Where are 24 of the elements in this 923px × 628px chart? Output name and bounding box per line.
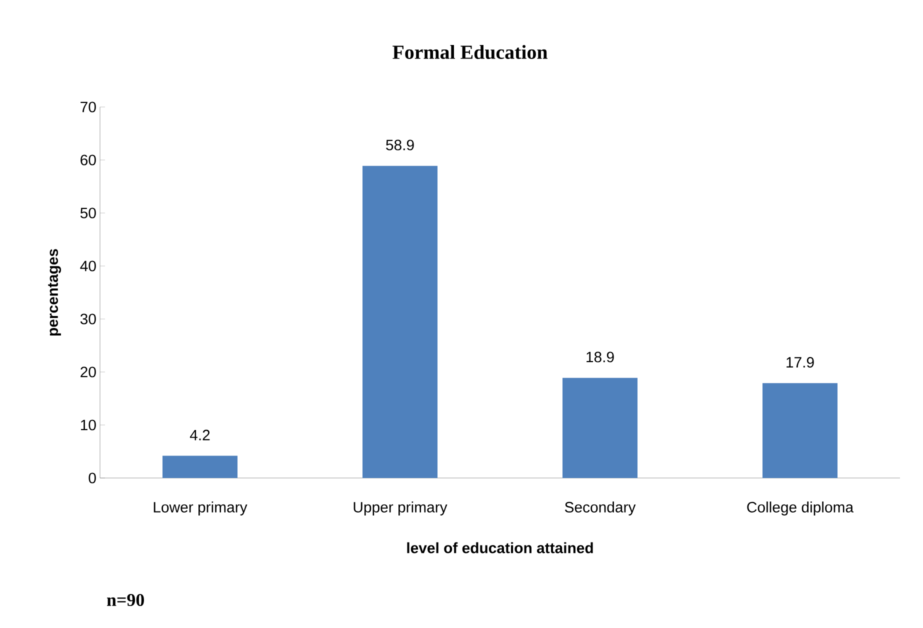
x-tick-label: Upper primary — [354, 502, 448, 516]
x-tick-label: College diploma — [747, 502, 854, 516]
y-tick-label: 10 — [81, 420, 96, 430]
y-tick-label: 40 — [80, 260, 96, 272]
bar — [562, 378, 638, 478]
bar — [762, 383, 838, 478]
data-label: 58.9 — [386, 140, 414, 150]
y-tick-label: 20 — [80, 366, 96, 378]
x-tick-label: Secondary — [564, 502, 636, 516]
y-tick-label: 30 — [80, 314, 96, 324]
data-label: 4.2 — [190, 430, 210, 440]
text: n=90 — [107, 594, 144, 606]
bar — [162, 456, 238, 478]
x-axis-title: level of education attained — [407, 542, 593, 554]
bar — [362, 166, 438, 478]
chart-title: Formal Education — [392, 44, 548, 60]
y-tick-label: 0 — [88, 472, 96, 484]
y-tick-label: 50 — [80, 208, 96, 218]
data-label: 17.9 — [786, 357, 814, 368]
y-tick-label: 60 — [80, 154, 96, 166]
x-tick-label: Lower primary — [154, 502, 248, 516]
y-axis-title: percentages — [48, 249, 62, 336]
data-label: 18.9 — [586, 352, 614, 362]
y-tick-label: 70 — [80, 102, 96, 112]
